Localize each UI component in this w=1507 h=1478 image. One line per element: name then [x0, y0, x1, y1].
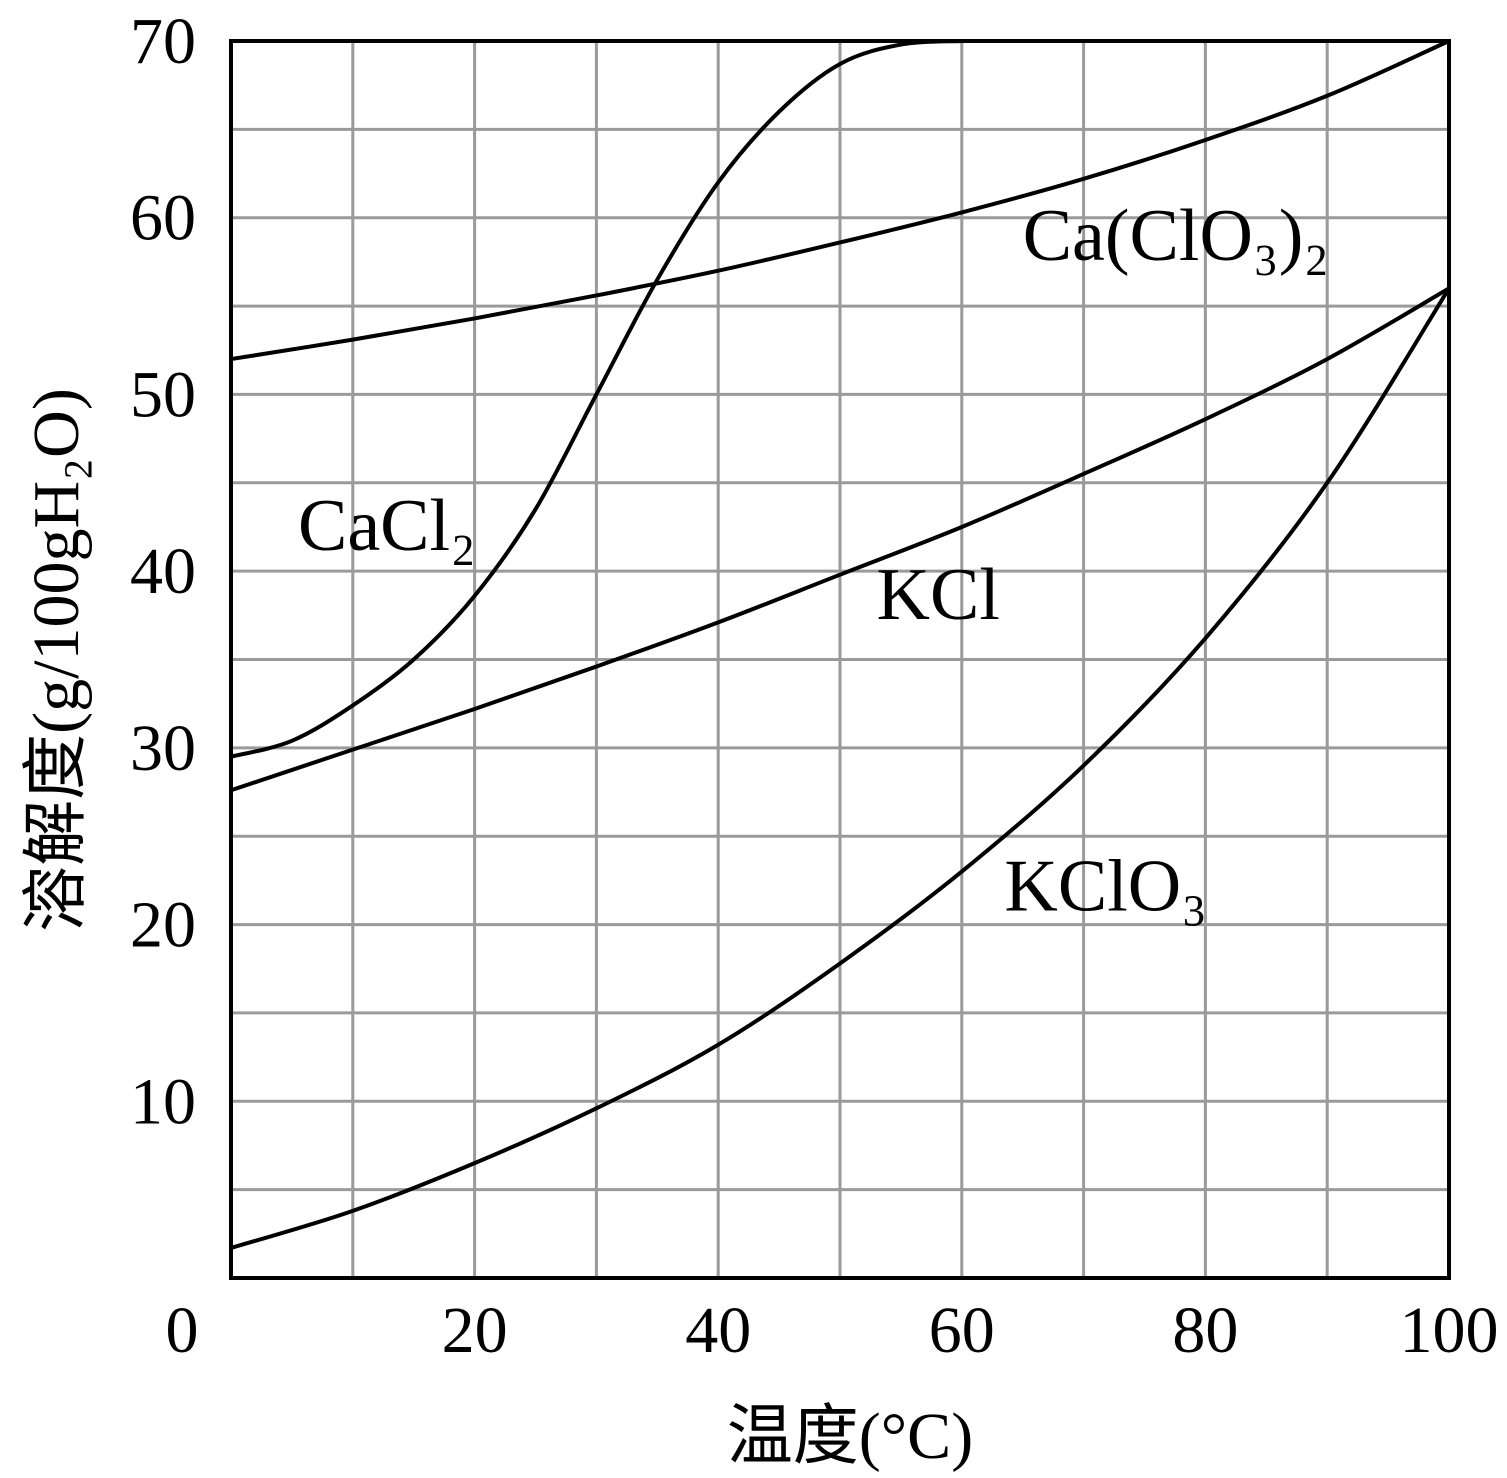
- y-tick-label: 10: [130, 1065, 196, 1138]
- x-tick-label: 80: [1172, 1294, 1238, 1367]
- series-label-3: KClO₃: [1004, 845, 1207, 927]
- x-tick-label: 20: [442, 1294, 508, 1367]
- series-label-1: CaCl₂: [298, 485, 476, 567]
- grid: [231, 41, 1449, 1278]
- y-tick-label: 60: [130, 182, 196, 255]
- series-line-3: [230, 287, 1451, 1250]
- series-label-0: Ca(ClO₃)₂: [1023, 195, 1329, 277]
- series-line-1: [230, 39, 962, 759]
- plot-frame: [229, 39, 1451, 1280]
- series-label-2: KCl: [877, 554, 1000, 636]
- series-labels: Ca(ClO₃)₂ CaCl₂ KCl KClO₃: [298, 195, 1329, 927]
- series-curves: [230, 39, 1451, 1250]
- y-tick-label: 40: [130, 535, 196, 608]
- series-line-0: [230, 39, 1450, 362]
- y-tick-label: 20: [130, 889, 196, 962]
- y-axis-title: 溶解度(g/100gH₂O): [20, 388, 93, 932]
- series-line-2: [230, 286, 1451, 793]
- y-tick-label: 50: [130, 358, 196, 431]
- x-tick-label: 0: [166, 1294, 199, 1367]
- x-tick-label: 60: [929, 1294, 995, 1367]
- x-axis-title: 温度(°C): [727, 1400, 973, 1473]
- x-tick-label: 40: [685, 1294, 751, 1367]
- y-tick-label: 30: [130, 712, 196, 785]
- tick-labels: 0 20 40 60 80 100 10 20 30 40 50 60 70: [130, 5, 1499, 1367]
- x-tick-label: 100: [1400, 1294, 1499, 1367]
- y-tick-label: 70: [130, 5, 196, 78]
